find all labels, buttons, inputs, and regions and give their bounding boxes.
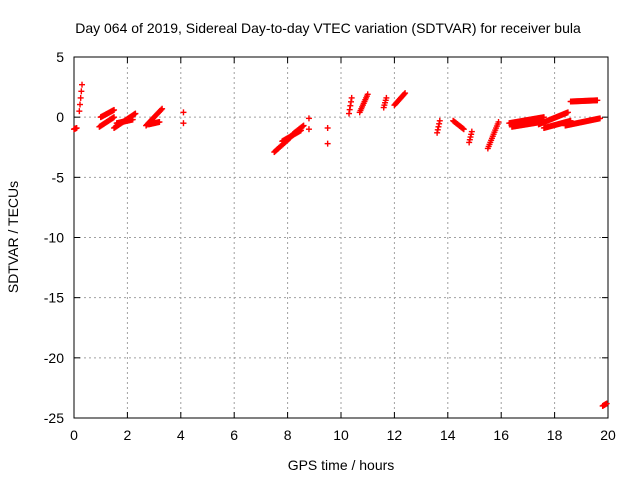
data-point	[495, 118, 502, 125]
x-tick-labels: 0 2 4 6 8 10 12 14 16 18 20	[70, 427, 616, 443]
data-point	[180, 109, 187, 116]
y-tick-labels: 5 0 -5 -10 -15 -20 -25	[44, 49, 64, 426]
chart-title: Day 064 of 2019, Sidereal Day-to-day VTE…	[75, 20, 581, 36]
data-point	[77, 101, 84, 108]
data-point	[401, 91, 408, 98]
y-tick-label: -25	[44, 410, 64, 426]
data-point	[364, 91, 371, 98]
data-points	[71, 81, 610, 409]
data-point	[540, 114, 547, 121]
data-point	[305, 115, 312, 122]
x-tick-label: 12	[387, 427, 403, 443]
data-point	[111, 106, 118, 113]
grid	[74, 57, 608, 418]
x-tick-label: 2	[124, 427, 132, 443]
x-tick-label: 8	[284, 427, 292, 443]
data-point	[132, 110, 139, 117]
x-tick-label: 6	[230, 427, 238, 443]
data-point	[402, 90, 409, 97]
data-point	[129, 116, 136, 123]
data-point	[73, 124, 80, 131]
data-point	[564, 109, 571, 116]
data-point	[468, 128, 475, 135]
x-axis-label: GPS time / hours	[288, 457, 395, 473]
data-point	[79, 81, 86, 88]
y-axis-label: SDTVAR / TECUs	[5, 181, 21, 293]
y-tick-label: -5	[52, 169, 65, 185]
x-tick-label: 0	[70, 427, 78, 443]
data-point	[596, 115, 603, 122]
data-point	[383, 94, 390, 101]
data-point	[77, 94, 84, 101]
data-point	[348, 94, 355, 101]
data-point	[305, 126, 312, 133]
data-point	[436, 117, 443, 124]
x-tick-label: 18	[547, 427, 563, 443]
data-point	[324, 124, 331, 131]
data-point	[76, 108, 83, 115]
data-point	[603, 400, 610, 407]
data-point	[78, 88, 85, 95]
data-point	[324, 140, 331, 147]
data-point	[300, 122, 307, 129]
data-point	[158, 106, 165, 113]
y-tick-label: -15	[44, 290, 64, 306]
y-tick-label: -10	[44, 230, 64, 246]
x-tick-label: 20	[600, 427, 616, 443]
x-tick-label: 10	[333, 427, 349, 443]
data-point	[180, 120, 187, 127]
x-tick-label: 16	[493, 427, 509, 443]
x-tick-label: 4	[177, 427, 185, 443]
x-tick-label: 14	[440, 427, 456, 443]
data-point	[156, 118, 163, 125]
data-point	[460, 126, 467, 133]
y-tick-label: -20	[44, 350, 64, 366]
data-point	[159, 105, 166, 112]
axis-ticks	[73, 56, 609, 419]
y-tick-label: 5	[56, 49, 64, 65]
data-point	[594, 97, 601, 104]
y-tick-label: 0	[56, 109, 64, 125]
data-point	[111, 114, 118, 121]
